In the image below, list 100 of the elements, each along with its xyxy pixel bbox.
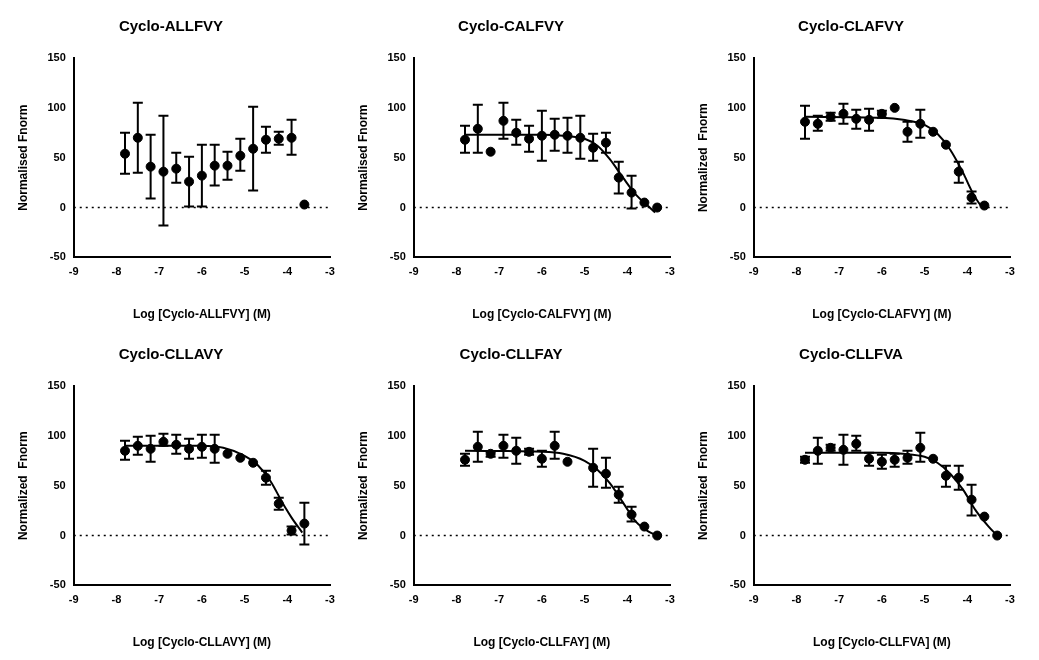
x-tick-label: -9: [408, 593, 419, 606]
y-tick-label: 150: [727, 51, 746, 64]
chart-title: Cyclo-CALFVY: [458, 17, 564, 35]
point: [928, 126, 939, 137]
x-tick-label: -8: [791, 265, 802, 278]
y-tick-label: 150: [47, 51, 66, 64]
x-tick-label: -8: [111, 265, 122, 278]
chart-title: Cyclo-ALLFVY: [118, 17, 224, 35]
point: [485, 146, 496, 157]
x-tick-label: -9: [68, 593, 79, 606]
x-tick-label: -4: [962, 265, 974, 278]
y-tick-label: 50: [393, 478, 406, 491]
y-tick-label: 0: [739, 200, 746, 213]
x-tick-label: -5: [239, 265, 250, 278]
y-tick-label: 0: [399, 200, 406, 213]
y-tick-label: 100: [727, 428, 746, 441]
point: [940, 139, 951, 150]
y-tick-label: 150: [387, 379, 406, 392]
point: [652, 530, 663, 541]
point: [639, 521, 650, 532]
y-tick-label: 50: [53, 478, 66, 491]
y-tick-label: -50: [389, 578, 406, 591]
point: [639, 197, 650, 208]
y-tick-label: 100: [387, 100, 406, 113]
y-tick-label: 100: [387, 428, 406, 441]
y-tick-label: -50: [729, 250, 746, 263]
x-tick-label: -6: [876, 265, 887, 278]
y-tick-label: 50: [53, 150, 66, 163]
x-tick-label: -7: [494, 265, 505, 278]
x-tick-label: -4: [962, 593, 974, 606]
y-tick-label: 0: [399, 528, 406, 541]
point: [928, 453, 939, 464]
point: [235, 452, 246, 463]
x-tick-label: -5: [919, 593, 930, 606]
x-tick-label: -6: [876, 593, 887, 606]
point: [248, 457, 259, 468]
y-axis-title: Normalized Fnorm: [15, 431, 30, 541]
point: [889, 102, 900, 113]
x-tick-label: -5: [239, 593, 250, 606]
y-tick-label: 150: [47, 379, 66, 392]
y-tick-label: 50: [733, 478, 746, 491]
x-tick-label: -7: [154, 265, 165, 278]
x-tick-label: -6: [536, 593, 547, 606]
point: [222, 448, 233, 459]
x-tick-label: -3: [1005, 265, 1015, 278]
y-tick-label: 50: [393, 150, 406, 163]
y-axis-title: Normalized Fnorm: [695, 103, 710, 213]
chart-title: Cyclo-CLLFVA: [799, 345, 904, 363]
x-tick-label: -9: [68, 265, 79, 278]
x-tick-label: -3: [665, 265, 675, 278]
point: [979, 200, 990, 211]
x-axis-title: Log [Cyclo-CALFVY] (M): [472, 307, 612, 322]
x-tick-label: -3: [665, 593, 675, 606]
x-tick-label: -8: [791, 593, 802, 606]
point: [562, 456, 573, 467]
y-axis-title: Normalized Fnorm: [695, 431, 710, 541]
x-tick-label: -9: [748, 593, 759, 606]
x-tick-label: -4: [622, 265, 634, 278]
y-tick-label: 150: [727, 379, 746, 392]
x-tick-label: -8: [451, 593, 462, 606]
y-tick-label: -50: [49, 250, 66, 263]
x-tick-label: -9: [748, 265, 759, 278]
chart-title: Cyclo-CLAFVY: [798, 17, 904, 35]
x-tick-label: -4: [282, 593, 294, 606]
point: [979, 511, 990, 522]
y-axis-title: Normalised Fnorm: [15, 104, 30, 211]
x-axis-title: Log [Cyclo-CLAFVY] (M): [812, 307, 952, 322]
chart-title: Cyclo-CLLAVY: [118, 345, 224, 363]
x-tick-label: -3: [325, 265, 335, 278]
point: [992, 530, 1003, 541]
y-tick-label: -50: [729, 578, 746, 591]
y-tick-label: -50: [49, 578, 66, 591]
y-tick-label: -50: [389, 250, 406, 263]
x-axis-title: Log [Cyclo-ALLFVY] (M): [132, 307, 271, 322]
y-tick-label: 150: [387, 51, 406, 64]
x-tick-label: -8: [111, 593, 122, 606]
y-tick-label: 100: [47, 100, 66, 113]
point: [652, 202, 663, 213]
x-tick-label: -7: [834, 265, 845, 278]
x-tick-label: -9: [408, 265, 419, 278]
x-tick-label: -7: [834, 593, 845, 606]
y-tick-label: 0: [739, 528, 746, 541]
x-tick-label: -4: [282, 265, 294, 278]
x-axis-title: Log [Cyclo-CLLFVA] (M): [813, 635, 951, 650]
x-tick-label: -7: [154, 593, 165, 606]
x-tick-label: -4: [622, 593, 634, 606]
x-tick-label: -5: [919, 265, 930, 278]
x-tick-label: -3: [325, 593, 335, 606]
x-tick-label: -8: [451, 265, 462, 278]
y-axis-title: Normalized Fnorm: [355, 431, 370, 541]
chart-title: Cyclo-CLLFAY: [459, 345, 563, 363]
x-tick-label: -6: [196, 265, 207, 278]
point: [299, 199, 310, 210]
x-axis-title: Log [Cyclo-CLLFAY] (M): [473, 635, 611, 650]
x-tick-label: -3: [1005, 593, 1015, 606]
x-tick-label: -6: [196, 593, 207, 606]
y-tick-label: 0: [59, 528, 66, 541]
y-tick-label: 100: [47, 428, 66, 441]
y-tick-label: 100: [727, 100, 746, 113]
y-axis-title: Normalised Fnorm: [355, 104, 370, 211]
